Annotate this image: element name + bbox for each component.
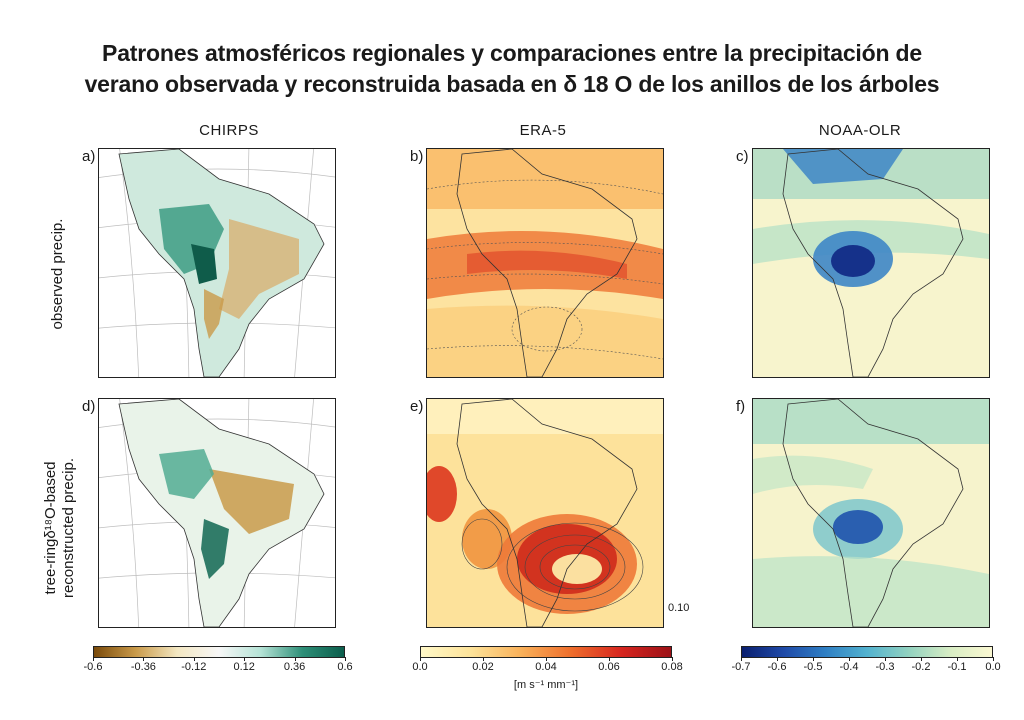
- colorbar-era5-tickmark: [483, 657, 484, 661]
- figure-title: Patrones atmosféricos regionales y compa…: [0, 38, 1024, 100]
- panel-label-e: e): [410, 398, 424, 415]
- panel-label-b: b): [410, 148, 424, 165]
- column-title-era5: ERA-5: [519, 122, 567, 139]
- row-label-reconstructed: tree-ringδ¹⁸O-based reconstructed precip…: [42, 428, 78, 628]
- panel-c-olr-observed: [752, 148, 990, 378]
- colorbar-chirps-tickmark: [294, 657, 296, 661]
- colorbar-olr-tick-label: -0.5: [803, 661, 823, 673]
- panel-f-olr-reconstructed: [752, 398, 990, 628]
- row-label-observed: observed precip.: [49, 218, 66, 330]
- colorbar-chirps: [93, 646, 345, 658]
- colorbar-chirps-tick-label: -0.12: [181, 661, 207, 673]
- colorbar-olr-tickmark: [885, 657, 886, 661]
- colorbar-chirps-tickmark: [345, 657, 346, 661]
- colorbar-olr-tick-label: 0.0: [985, 661, 1001, 673]
- panel-d-chirps-reconstructed: [98, 398, 336, 628]
- colorbar-era5-tick-label: 0.02: [472, 661, 494, 673]
- colorbar-chirps-tick-label: 0.12: [233, 661, 255, 673]
- colorbar-era5-tick-label: 0.06: [598, 661, 620, 673]
- colorbar-era5-tickmark: [546, 657, 547, 661]
- colorbar-chirps-tickmark: [93, 657, 94, 661]
- colorbar-olr-tickmark: [813, 657, 814, 661]
- colorbar-olr-tick-label: -0.4: [839, 661, 859, 673]
- column-title-noaa-olr: NOAA-OLR: [818, 122, 902, 139]
- colorbar-olr: [741, 646, 993, 658]
- colorbar-chirps-tickmark: [193, 657, 195, 661]
- figure-title-line-2: verano observada y reconstruida basada e…: [84, 71, 940, 97]
- colorbar-olr-tick-label: -0.6: [767, 661, 787, 673]
- colorbar-chirps-tick-label: -0.6: [83, 661, 103, 673]
- colorbar-olr-tick-label: -0.2: [911, 661, 931, 673]
- panel-a-chirps-observed: [98, 148, 336, 378]
- reference-vector-label: 0.10: [668, 602, 690, 614]
- colorbar-era5-tick-label: 0.04: [535, 661, 557, 673]
- colorbar-olr-tick-label: -0.7: [731, 661, 751, 673]
- colorbar-olr-tickmark: [741, 657, 742, 661]
- colorbar-era5-tick-label: 0.0: [412, 661, 428, 673]
- panel-b-era5-observed: [426, 148, 664, 378]
- colorbar-olr-tickmark: [957, 657, 958, 661]
- colorbar-olr-tick-label: -0.3: [875, 661, 895, 673]
- colorbar-chirps-tickmark: [143, 657, 145, 661]
- row-label-reconstructed-line-2: reconstructed precip.: [60, 457, 77, 599]
- panel-label-d: d): [82, 398, 96, 415]
- panel-e-era5-reconstructed: [426, 398, 664, 628]
- figure-title-line-1: Patrones atmosféricos regionales y compa…: [102, 40, 922, 66]
- colorbar-olr-tick-label: -0.1: [947, 661, 967, 673]
- colorbar-era5-tickmark: [672, 657, 673, 661]
- colorbar-chirps-tick-label: 0.36: [283, 661, 306, 673]
- column-title-chirps: CHIRPS: [199, 122, 259, 139]
- colorbar-chirps-tickmark: [244, 657, 246, 661]
- colorbar-chirps-tick-label: -0.36: [130, 661, 156, 673]
- colorbar-chirps-tick-label: 0.6: [337, 661, 353, 673]
- row-label-reconstructed-line-1: tree-ringδ¹⁸O-based: [42, 461, 59, 595]
- panel-label-f: f): [736, 398, 746, 415]
- colorbar-era5-tick-label: 0.08: [661, 661, 683, 673]
- panel-label-c: c): [736, 148, 749, 165]
- colorbar-olr-tickmark: [777, 657, 778, 661]
- colorbar-era5-tickmark: [420, 657, 421, 661]
- colorbar-olr-tickmark: [993, 657, 994, 661]
- colorbar-olr-tickmark: [849, 657, 850, 661]
- colorbar-olr-tickmark: [921, 657, 922, 661]
- colorbar-era5-units: [m s⁻¹ mm⁻¹]: [513, 679, 579, 691]
- colorbar-era5-tickmark: [609, 657, 610, 661]
- panel-label-a: a): [82, 148, 96, 165]
